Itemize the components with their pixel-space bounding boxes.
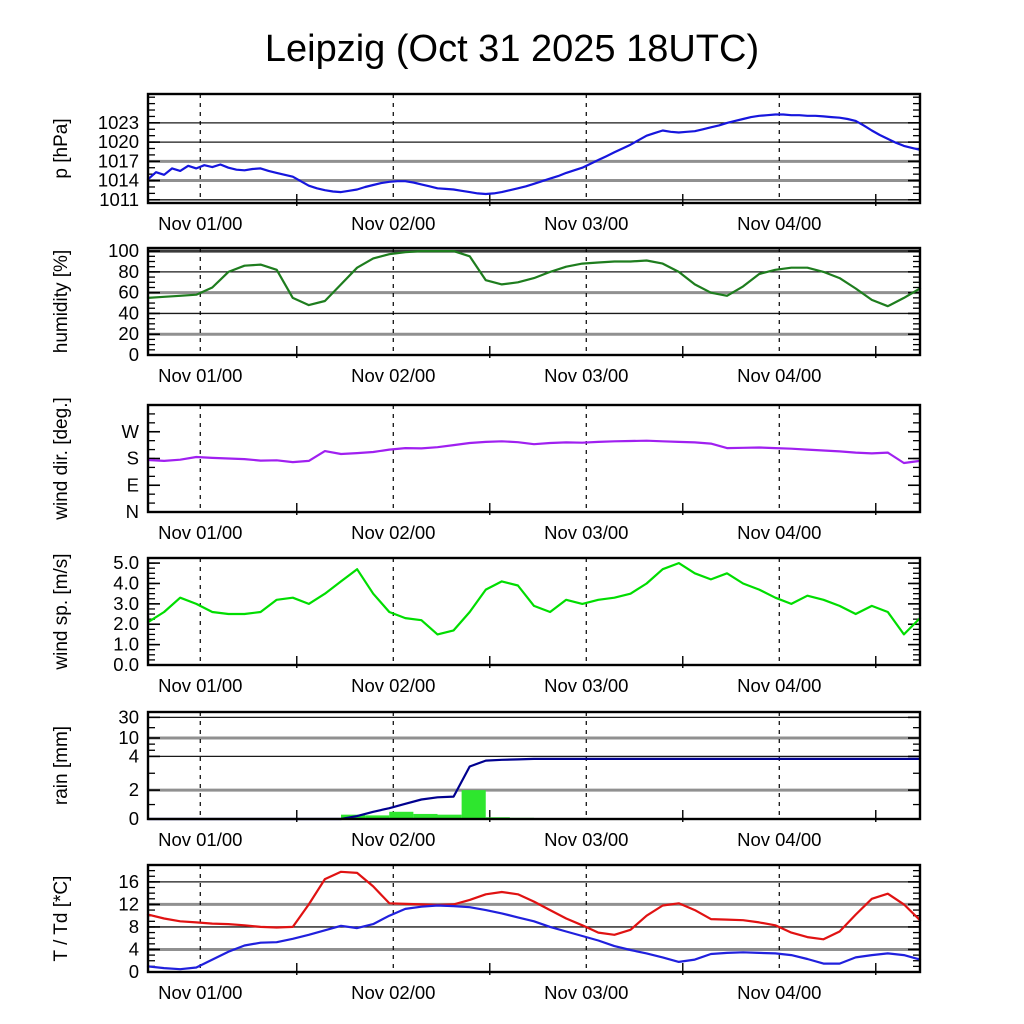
y-tick-label: 4 xyxy=(129,745,139,766)
x-tick-label: Nov 01/00 xyxy=(158,675,242,696)
y-tick-label: 4.0 xyxy=(113,572,139,593)
wind-speed-line xyxy=(146,561,922,636)
x-tick-label: Nov 02/00 xyxy=(351,829,435,850)
y-tick-label: 100 xyxy=(108,240,139,261)
y-tick-label: 1017 xyxy=(98,150,139,171)
panel-frame xyxy=(146,246,922,357)
y-axis-title: p [hPa] xyxy=(51,118,72,178)
y-tick-label: 0 xyxy=(129,808,139,829)
y-tick-label: 40 xyxy=(118,302,139,323)
y-tick-label: 3.0 xyxy=(113,593,139,614)
y-tick-label: 1014 xyxy=(98,170,139,191)
y-tick-label: 5.0 xyxy=(113,552,139,573)
x-tick-label: Nov 02/00 xyxy=(351,365,435,386)
x-tick-label: Nov 03/00 xyxy=(544,675,628,696)
rain-bar xyxy=(461,790,486,819)
x-tick-label: Nov 02/00 xyxy=(351,982,435,1003)
x-tick-label: Nov 04/00 xyxy=(737,213,821,234)
y-tick-label: 0.0 xyxy=(113,654,139,675)
x-tick-label: Nov 01/00 xyxy=(158,365,242,386)
y-tick-label: 1011 xyxy=(99,189,139,210)
rain-bar xyxy=(437,814,462,819)
x-tick-label: Nov 04/00 xyxy=(737,982,821,1003)
y-tick-label: 0 xyxy=(129,344,139,365)
x-tick-label: Nov 04/00 xyxy=(737,675,821,696)
rain-bar xyxy=(365,815,390,819)
x-tick-label: Nov 03/00 xyxy=(544,213,628,234)
y-tick-label: 0 xyxy=(129,961,139,982)
y-tick-label: 1020 xyxy=(98,131,139,152)
x-tick-label: Nov 02/00 xyxy=(351,213,435,234)
x-tick-label: Nov 01/00 xyxy=(158,982,242,1003)
humidity-line xyxy=(146,250,922,308)
y-tick-label: E xyxy=(127,474,139,495)
panel-frame xyxy=(146,710,922,821)
panel-frame xyxy=(146,92,922,205)
x-tick-label: Nov 01/00 xyxy=(158,213,242,234)
y-tick-label: S xyxy=(127,448,139,469)
y-tick-label: W xyxy=(122,421,140,442)
y-tick-label: 1023 xyxy=(98,112,139,133)
panel-frame xyxy=(146,403,922,514)
y-axis-title: humidity [%] xyxy=(51,250,72,353)
y-axis-title: wind dir. [deg.] xyxy=(51,397,72,521)
rain-bar xyxy=(413,813,438,819)
y-axis-title: T / Td [*C] xyxy=(51,876,72,962)
x-tick-label: Nov 04/00 xyxy=(737,365,821,386)
x-tick-label: Nov 03/00 xyxy=(544,365,628,386)
x-tick-label: Nov 03/00 xyxy=(544,982,628,1003)
panel-wind-speed: 0.01.02.03.04.05.0 wind sp. [m/s] Nov 01/0… xyxy=(51,552,922,696)
x-tick-label: Nov 04/00 xyxy=(737,522,821,543)
y-tick-label: 2 xyxy=(129,779,139,800)
x-tick-label: Nov 02/00 xyxy=(351,522,435,543)
panel-frame xyxy=(146,556,922,667)
x-tick-label: Nov 03/00 xyxy=(544,829,628,850)
x-tick-label: Nov 02/00 xyxy=(351,675,435,696)
y-tick-label: 8 xyxy=(129,916,139,937)
y-tick-label: 4 xyxy=(129,938,139,959)
panel-frame xyxy=(146,863,922,974)
x-tick-label: Nov 01/00 xyxy=(158,829,242,850)
rain-bar xyxy=(389,811,414,819)
x-tick-label: Nov 01/00 xyxy=(158,522,242,543)
dewpoint-line xyxy=(146,904,922,971)
pressure-line xyxy=(146,113,922,196)
y-tick-label: 1.0 xyxy=(113,634,139,655)
y-tick-label: 16 xyxy=(118,871,139,892)
y-axis-title: rain [mm] xyxy=(51,726,72,805)
y-tick-label: 80 xyxy=(118,261,139,282)
y-tick-label: 10 xyxy=(118,727,139,748)
x-tick-label: Nov 04/00 xyxy=(737,829,821,850)
temperature-line xyxy=(146,870,922,941)
y-tick-label: 20 xyxy=(118,323,139,344)
y-tick-label: N xyxy=(126,501,139,522)
y-tick-label: 30 xyxy=(118,706,139,727)
wind-direction-line xyxy=(146,439,922,465)
y-axis-title: wind sp. [m/s] xyxy=(51,553,72,670)
y-tick-label: 2.0 xyxy=(113,613,139,634)
y-tick-label: 12 xyxy=(118,893,139,914)
chart-title: Leipzig (Oct 31 2025 18UTC) xyxy=(264,28,760,70)
y-tick-label: 60 xyxy=(118,282,139,303)
x-tick-label: Nov 03/00 xyxy=(544,522,628,543)
